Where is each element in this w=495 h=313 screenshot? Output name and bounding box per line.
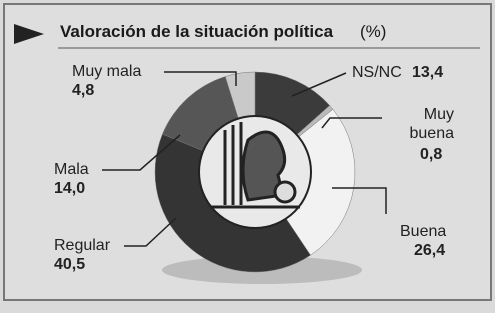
chart-title: Valoración de la situación política [60,22,333,42]
segment-label: Regular [54,236,110,255]
segment-label: Muy buena [392,105,454,143]
segment-value: 4,8 [72,81,94,100]
segment-value: 13,4 [412,63,443,82]
segment-value: 40,5 [54,255,85,274]
segment-label: Mala [54,160,89,179]
segment-value: 26,4 [414,241,445,260]
chart-unit: (%) [360,22,386,42]
chart: Valoración de la situación política (%) … [0,0,495,313]
segment-value: 14,0 [54,179,85,198]
segment-label: Buena [400,222,446,241]
segment-value: 0,8 [420,145,442,164]
segment-label: Muy mala [72,62,141,81]
segment-label: NS/NC [352,63,402,82]
